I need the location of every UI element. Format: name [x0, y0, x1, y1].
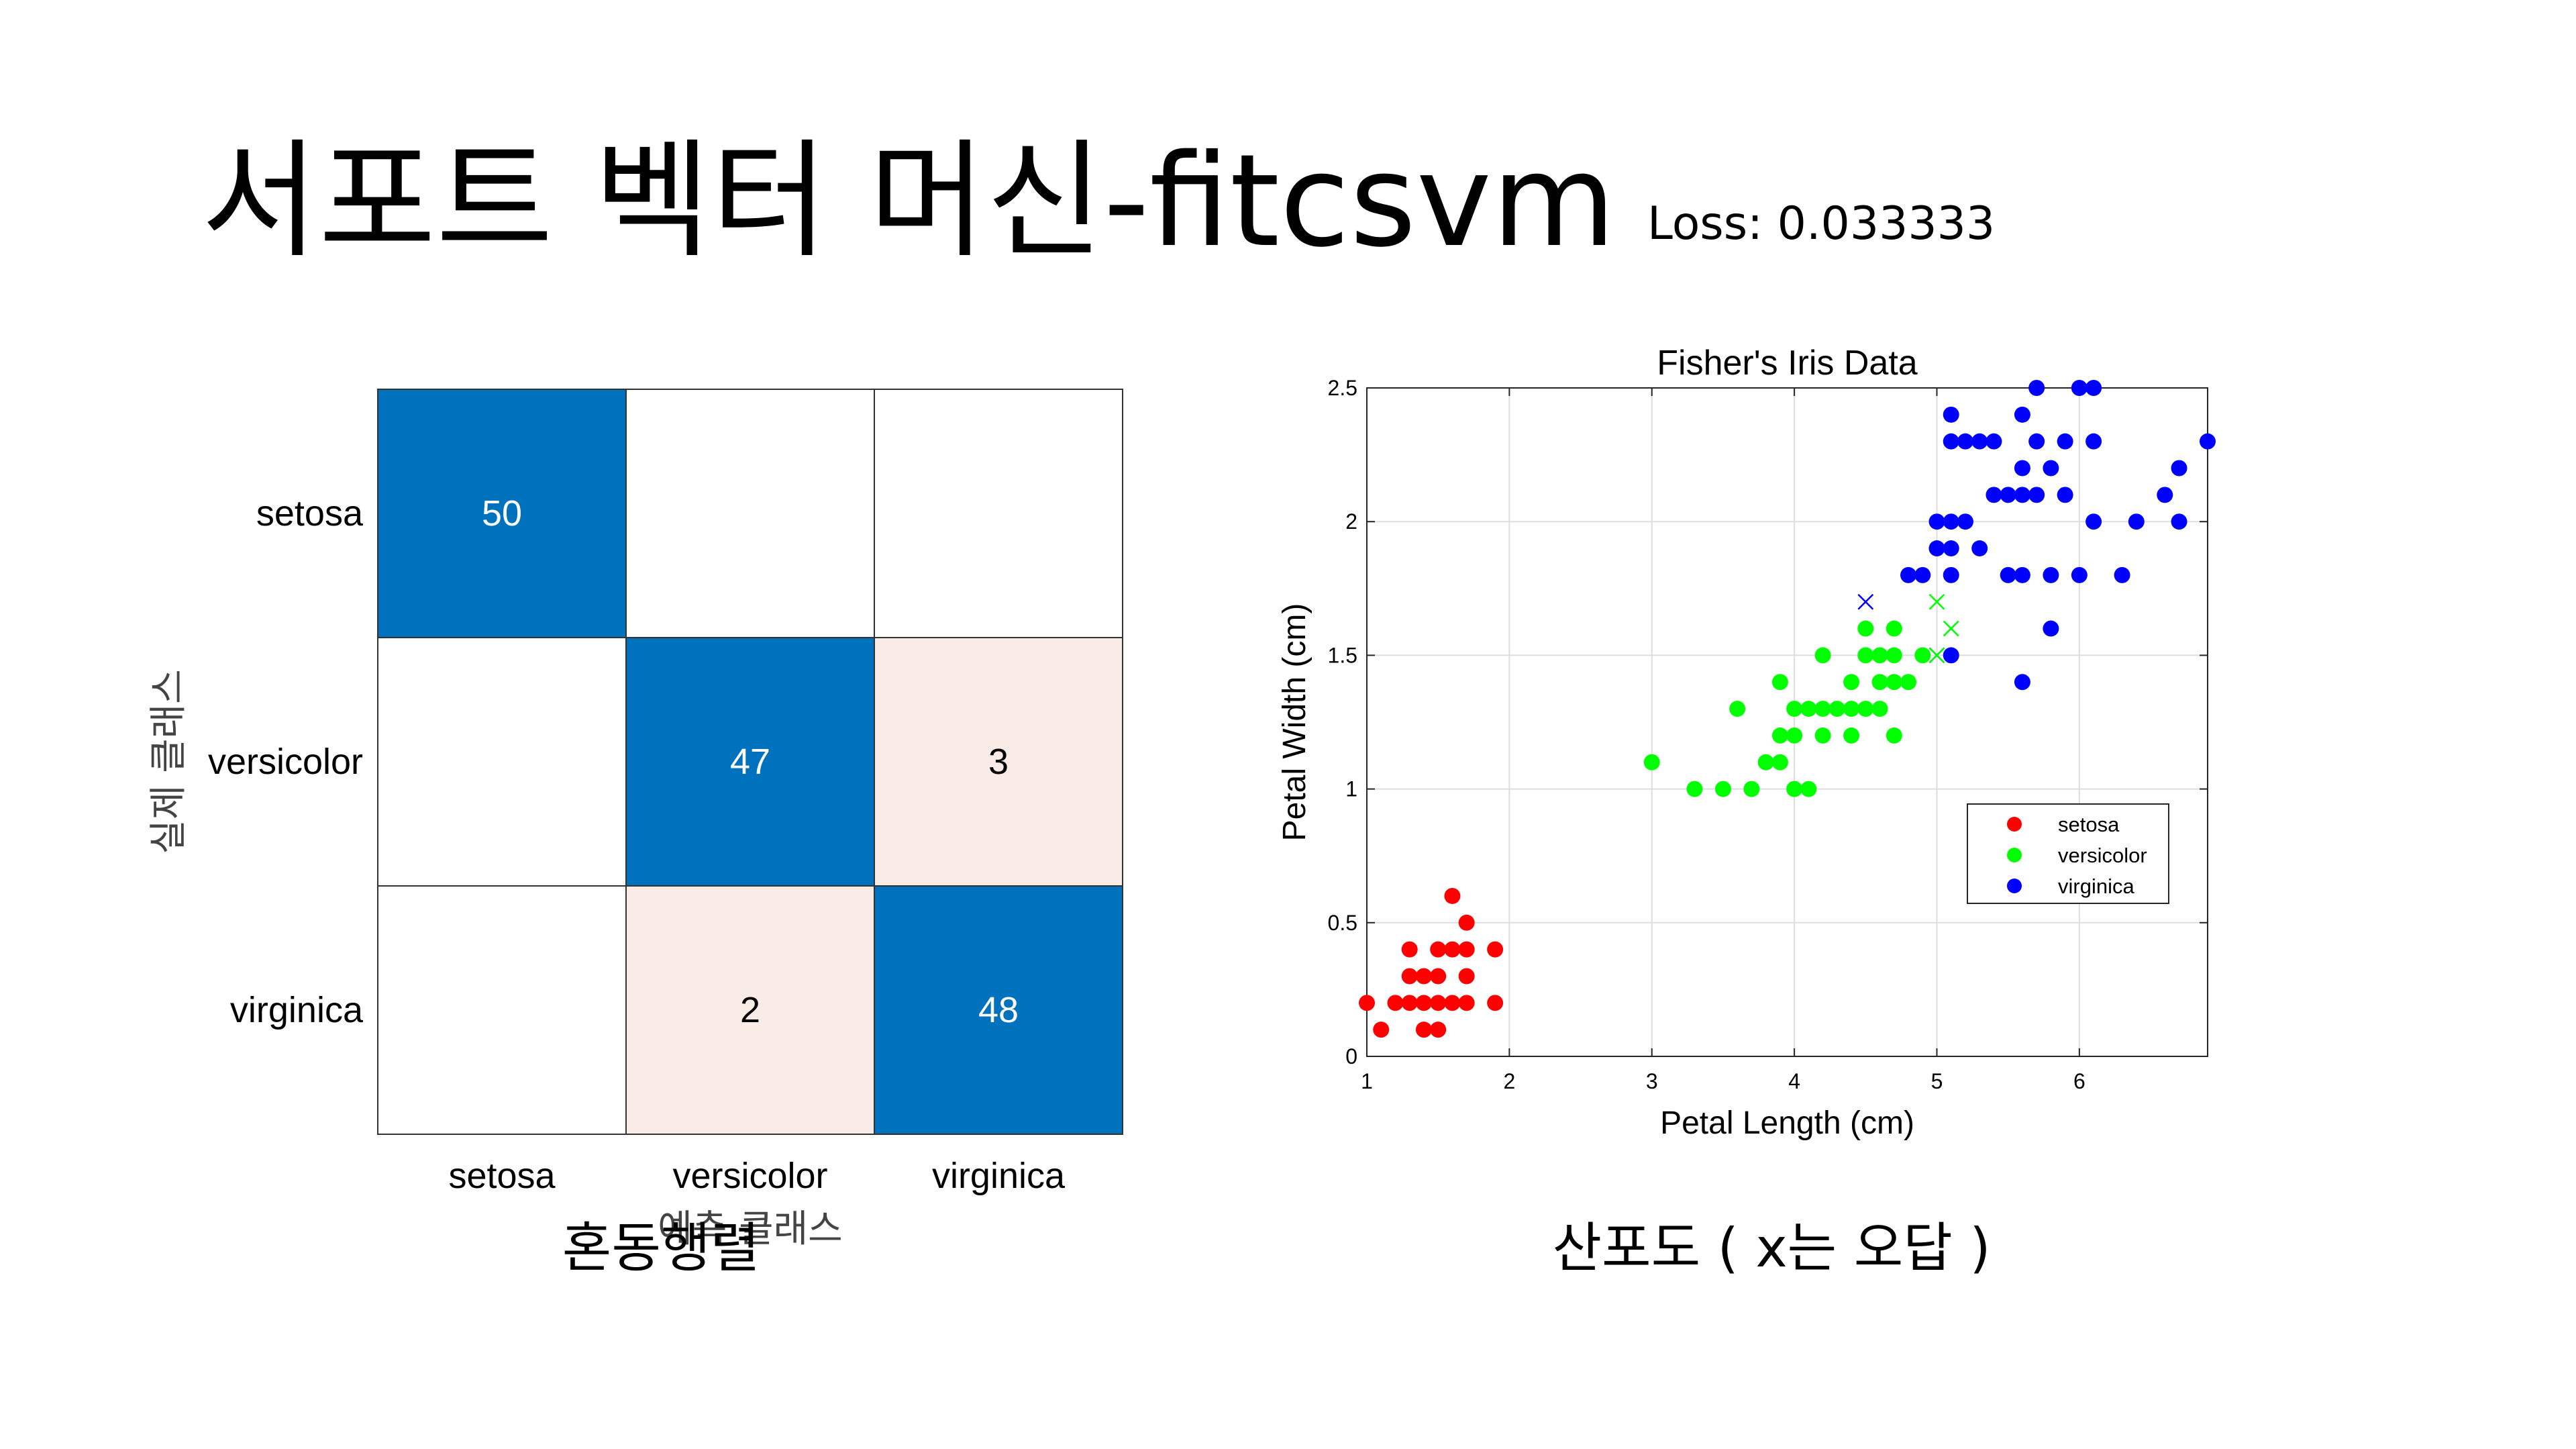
- cm-column-label: virginica: [932, 1156, 1066, 1196]
- cm-column-label: setosa: [448, 1156, 556, 1196]
- cm-value-label: 47: [730, 742, 770, 782]
- cm-cell: [874, 885, 1123, 1135]
- cm-x-axis-title: 예측 클래스: [658, 1207, 842, 1251]
- cm-cell: [377, 389, 627, 638]
- cm-row-label: virginica: [230, 990, 364, 1030]
- cm-cell: [625, 389, 875, 638]
- cm-row-label: setosa: [256, 493, 364, 534]
- cm-cell: [874, 637, 1123, 887]
- scatter-caption: 산포도 ( x는 오답 ): [1552, 1217, 1991, 1279]
- cm-value-label: 2: [740, 990, 760, 1030]
- cm-cell: [625, 885, 875, 1135]
- cm-value-label: 50: [482, 493, 522, 534]
- loss-label: Loss: 0.033333: [1647, 197, 1996, 250]
- cm-value-label: 48: [978, 990, 1019, 1030]
- cm-cell: [874, 389, 1123, 638]
- slide-title: 서포트 벡터 머신-fitcsvm: [201, 127, 1616, 275]
- confusion-matrix-caption: 혼동행렬: [562, 1217, 760, 1279]
- cm-value-label: 3: [988, 742, 1009, 782]
- cm-column-label: versicolor: [672, 1156, 827, 1196]
- cm-y-axis-title: 실제 클래스: [147, 669, 191, 854]
- cm-row-label: versicolor: [208, 742, 363, 782]
- cm-cell: [377, 885, 627, 1135]
- cm-cell: [377, 637, 627, 887]
